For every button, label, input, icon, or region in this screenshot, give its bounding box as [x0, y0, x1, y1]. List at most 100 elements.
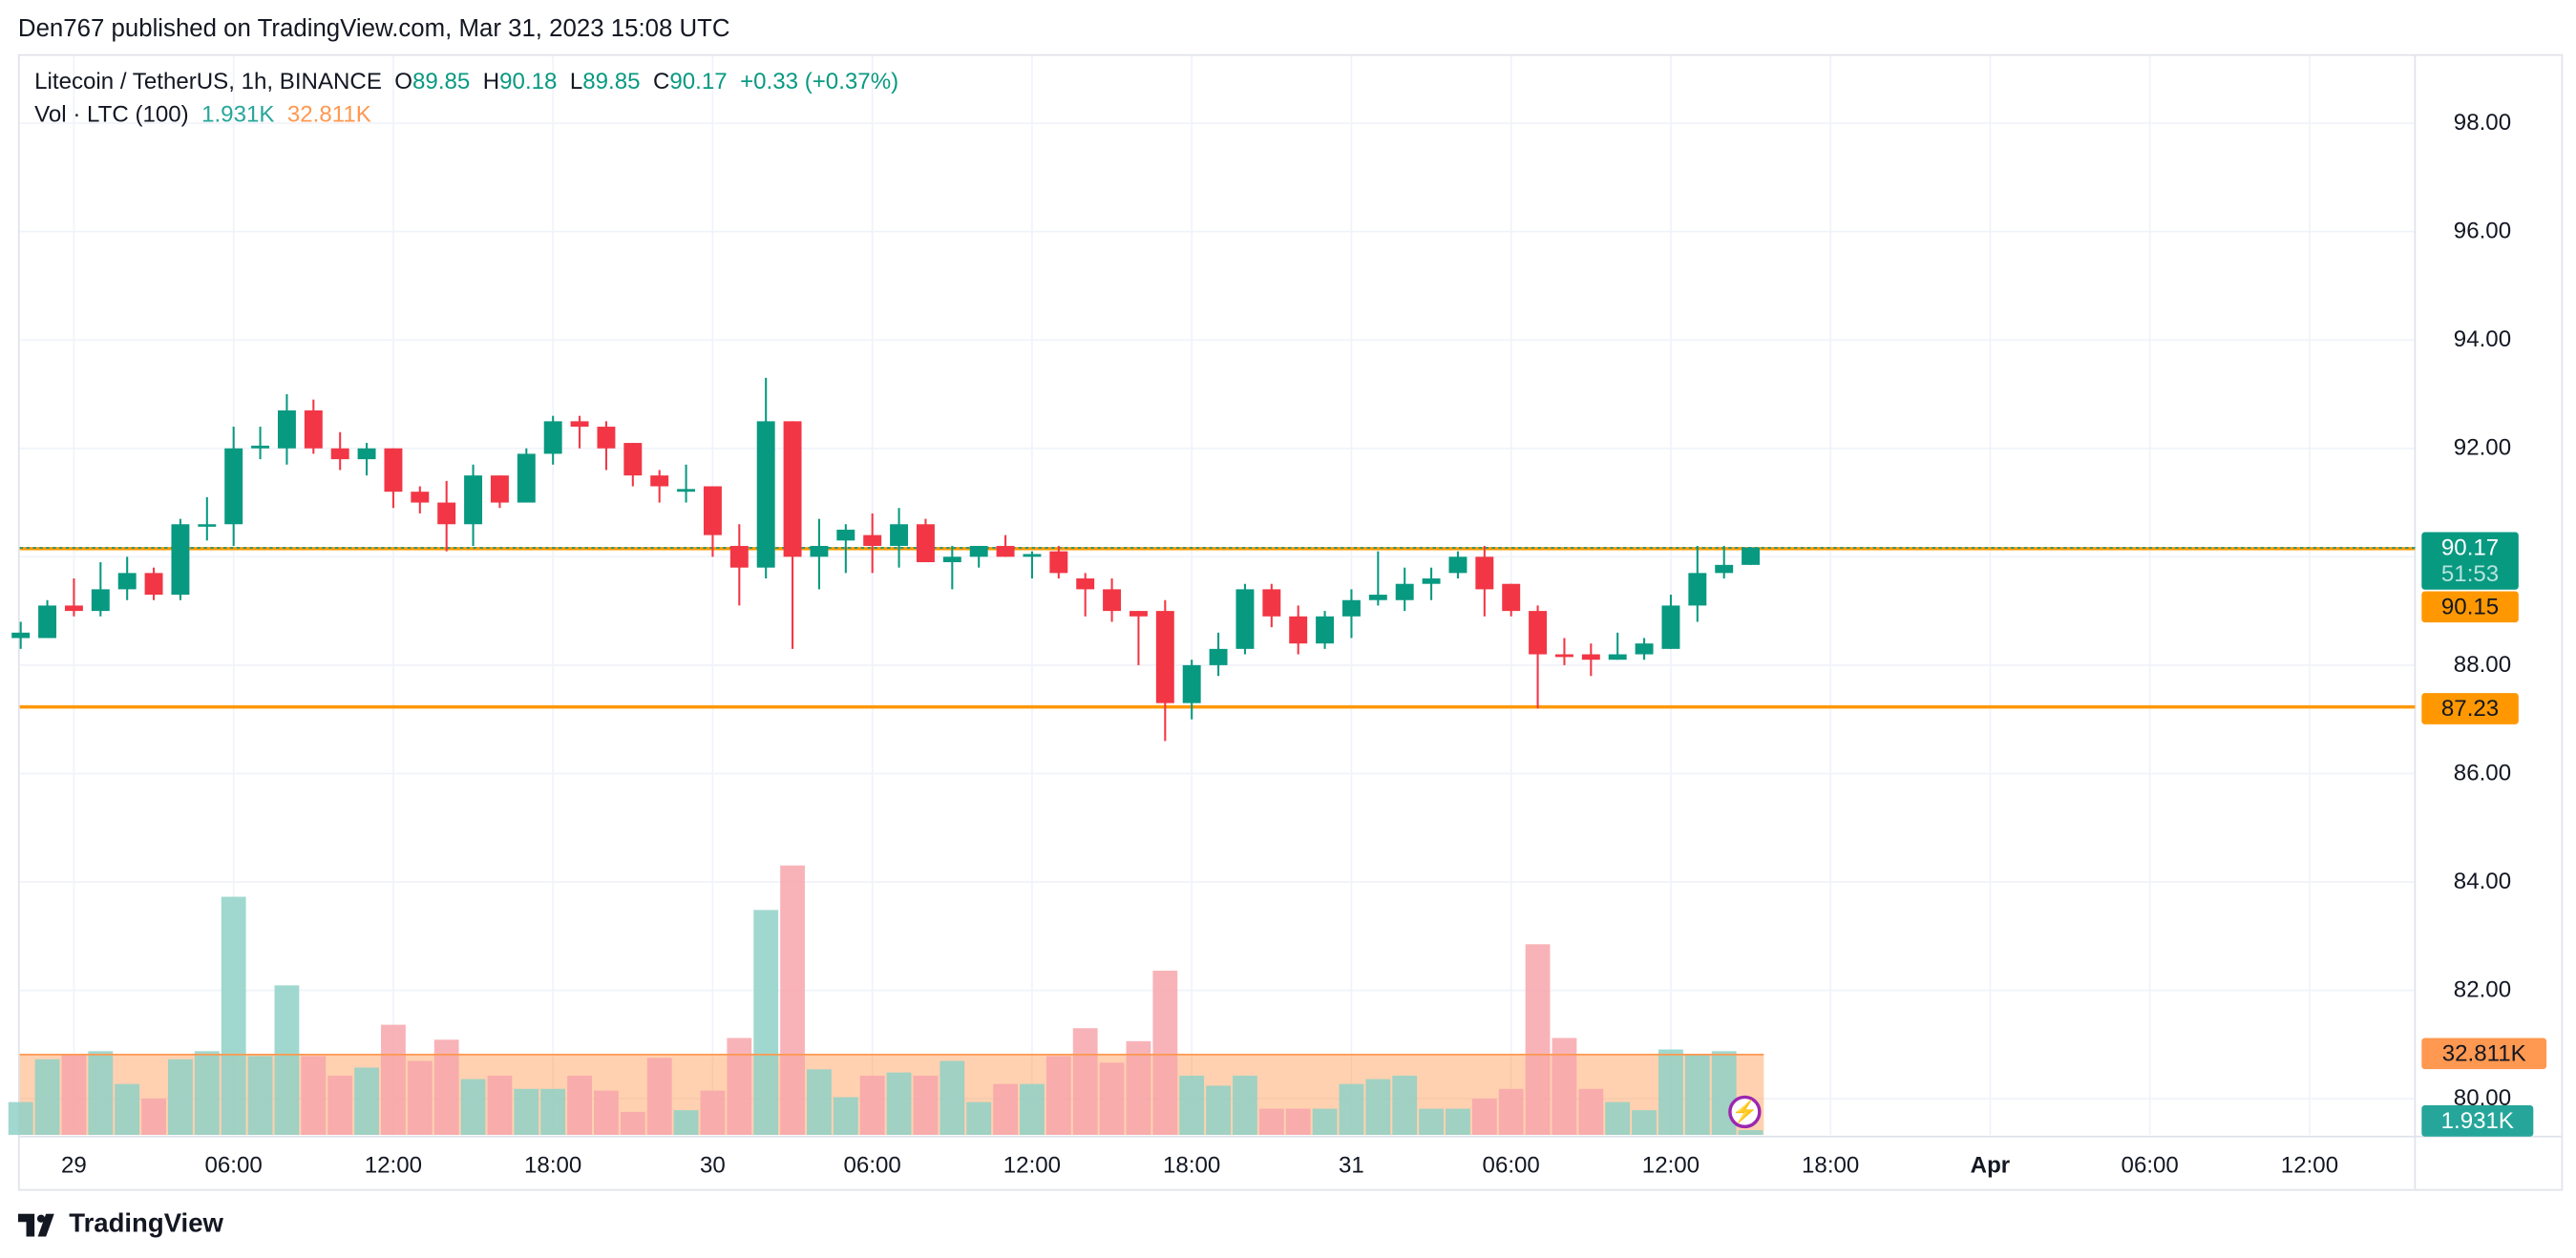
candle-body: [1049, 551, 1068, 574]
change-value: +0.33 (+0.37%): [740, 67, 899, 94]
tradingview-logo-icon: [17, 1213, 54, 1237]
candle-body: [996, 545, 1015, 557]
candle-body: [384, 448, 403, 493]
volume-bar: [859, 1075, 885, 1136]
volume-bar: [1632, 1110, 1657, 1136]
candle-body: [1289, 616, 1308, 644]
candle-body: [330, 448, 349, 460]
time-tick-label: 12:00: [1003, 1151, 1062, 1178]
lightning-icon[interactable]: ⚡: [1728, 1095, 1762, 1129]
volume-bar: [61, 1054, 87, 1136]
volume-bar: [354, 1067, 379, 1136]
volume-bar: [886, 1072, 912, 1136]
candle-body: [357, 448, 376, 460]
candle-body: [1715, 564, 1734, 574]
candle-body: [1581, 654, 1600, 660]
volume-bar: [940, 1060, 965, 1136]
candle-body: [91, 589, 110, 612]
time-tick-label: 12:00: [1641, 1151, 1700, 1178]
close-label: C: [652, 67, 670, 94]
low-label: L: [569, 67, 583, 94]
volume-bar: [1525, 944, 1551, 1136]
time-tick-label: 12:00: [2280, 1151, 2339, 1178]
candle-body: [1395, 583, 1414, 600]
volume-bar: [727, 1038, 752, 1136]
volume-label[interactable]: Vol · LTC (100): [34, 99, 189, 127]
time-tick-label: 30: [700, 1151, 726, 1178]
candle-body: [543, 421, 562, 454]
volume-last-tag: 1.931K: [2421, 1105, 2534, 1137]
candle-body: [251, 445, 270, 449]
time-tick-label: 06:00: [843, 1151, 901, 1178]
volume-legend: Vol · LTC (100) 1.931K 32.811K: [34, 100, 371, 127]
volume-bar: [966, 1101, 992, 1136]
logo-text: TradingView: [69, 1210, 223, 1239]
volume-bar: [1658, 1049, 1683, 1136]
tradingview-logo[interactable]: TradingView: [17, 1210, 223, 1240]
volume-bar: [1312, 1108, 1338, 1136]
volume-bar: [1233, 1075, 1257, 1136]
candle-body: [1608, 654, 1627, 660]
open-value: 89.85: [412, 67, 471, 94]
volume-ma-value: 32.811K: [286, 99, 371, 127]
volume-bar: [1258, 1108, 1284, 1136]
candle-body: [916, 524, 935, 562]
candle-body: [890, 524, 909, 546]
low-value: 89.85: [582, 67, 641, 94]
volume-bar: [88, 1051, 114, 1136]
candle-body: [650, 475, 669, 487]
candle-body: [1316, 616, 1335, 644]
volume-bar: [1339, 1083, 1364, 1136]
candle-body: [1422, 578, 1441, 584]
volume-bar: [194, 1051, 220, 1136]
volume-bar: [1605, 1101, 1631, 1136]
candle-body: [117, 573, 137, 590]
volume-bar: [1206, 1085, 1231, 1136]
volume-bar: [700, 1090, 726, 1136]
candle-body: [1023, 554, 1042, 557]
volume-bar: [1099, 1062, 1125, 1136]
volume-ma-tag: 32.811K: [2421, 1038, 2547, 1070]
candle-body: [729, 545, 749, 568]
volume-bar: [141, 1099, 166, 1136]
candle-body: [863, 535, 882, 546]
open-label: O: [394, 67, 413, 94]
volume-bar: [8, 1101, 33, 1136]
time-tick-label: 12:00: [364, 1151, 423, 1178]
volume-bar: [1179, 1075, 1205, 1136]
symbol-name[interactable]: Litecoin / TetherUS, 1h, BINANCE: [34, 67, 382, 94]
candle-body: [1502, 583, 1521, 612]
candle-body: [836, 529, 855, 541]
volume-bar: [567, 1075, 592, 1136]
candle-body: [64, 605, 83, 612]
volume-bar: [1365, 1079, 1391, 1136]
price-tick-label: 96.00: [2453, 217, 2512, 243]
candle-body: [277, 410, 296, 449]
candle-body: [1155, 611, 1174, 703]
last-price-tag: 90.17 51:53: [2421, 532, 2519, 590]
volume-bar: [327, 1075, 353, 1136]
candle-body: [703, 486, 722, 535]
candle-body: [1635, 643, 1654, 655]
candle-body: [1103, 589, 1122, 612]
volume-bar: [1552, 1038, 1577, 1136]
volume-bar: [1072, 1028, 1098, 1136]
volume-bar: [620, 1111, 645, 1136]
volume-bar: [1578, 1088, 1604, 1136]
volume-bar: [1498, 1088, 1524, 1136]
candle-body: [756, 421, 775, 568]
volume-bar: [594, 1090, 619, 1136]
candle-body: [570, 421, 589, 428]
candle-body: [464, 475, 483, 525]
candle-body: [1529, 611, 1548, 655]
candle-body: [1554, 654, 1573, 658]
time-tick-label: 06:00: [2121, 1151, 2179, 1178]
published-info: Den767 published on TradingView.com, Mar…: [17, 14, 730, 43]
volume-bar: [780, 865, 805, 1136]
price-tick-label: 82.00: [2453, 975, 2512, 1002]
candle-body: [11, 632, 31, 639]
volume-bar: [807, 1069, 832, 1136]
candle-body: [171, 524, 190, 596]
volume-bar: [460, 1079, 486, 1136]
